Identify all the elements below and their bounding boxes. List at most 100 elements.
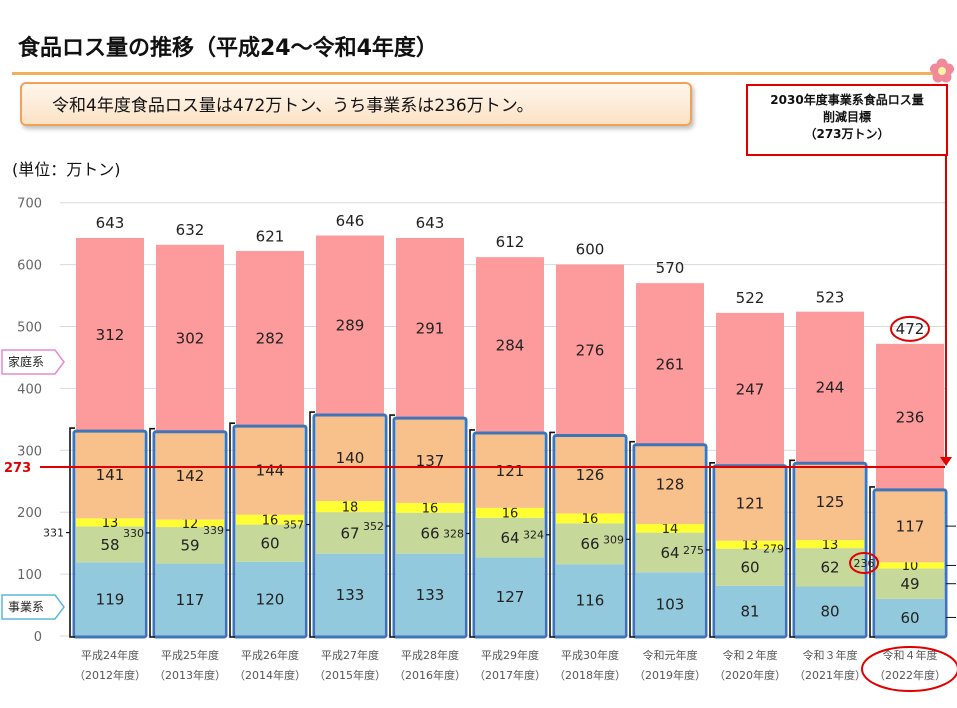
bar-segment-manufacturing xyxy=(476,557,544,636)
x-tick-label-year: （2012年度） xyxy=(74,668,146,682)
data-label-wholesale: 64 xyxy=(660,544,679,562)
x-tick-label: 令和３年度 xyxy=(803,648,858,662)
data-label-manufacturing: 80 xyxy=(820,603,839,621)
business-total-label: 339 xyxy=(203,524,224,537)
business-outline xyxy=(232,424,308,639)
data-label-manufacturing: 119 xyxy=(96,591,125,609)
bar-segment-household xyxy=(716,312,784,466)
data-label-wholesale: 66 xyxy=(420,525,439,543)
bar-segment-retail xyxy=(716,540,784,549)
business-total-label: 324 xyxy=(523,529,544,542)
business-total-label: 330 xyxy=(123,527,144,540)
data-label-service: 121 xyxy=(736,495,765,513)
data-label-wholesale: 62 xyxy=(820,559,839,577)
data-label-service: 117 xyxy=(896,518,925,536)
data-label-manufacturing: 103 xyxy=(656,596,685,614)
bar-segment-manufacturing xyxy=(636,572,704,636)
bar-segment-service xyxy=(476,432,544,508)
total-label: 522 xyxy=(736,289,765,307)
bar-segment-wholesale xyxy=(636,532,704,573)
x-tick-label: 平成29年度 xyxy=(481,648,539,662)
bar-segment-retail xyxy=(796,540,864,549)
data-label-retail: 10 xyxy=(902,559,919,574)
bar-segment-service xyxy=(796,462,864,541)
bar-segment-wholesale xyxy=(556,523,624,565)
total-label: 523 xyxy=(816,288,845,306)
business-total-label: 352 xyxy=(363,520,384,533)
data-label-wholesale: 58 xyxy=(100,536,119,554)
flower-logo-icon xyxy=(930,58,954,83)
bar-segment-household xyxy=(796,311,864,463)
bar-segment-retail xyxy=(636,523,704,533)
data-label-retail: 18 xyxy=(342,500,359,515)
business-total-label: 357 xyxy=(283,519,304,532)
unit-label: (単位：万トン) xyxy=(12,160,121,179)
data-label-household: 302 xyxy=(176,330,205,348)
bar-segment-manufacturing xyxy=(796,586,864,636)
data-label-manufacturing: 81 xyxy=(740,602,759,620)
x-tick-label-year: （2019年度） xyxy=(634,668,706,682)
target-box-line1: 2030年度事業系食品ロス量 xyxy=(770,93,924,107)
bar-segment-wholesale xyxy=(476,517,544,558)
household-group-tag-label: 家庭系 xyxy=(8,354,44,369)
bar-segment-wholesale xyxy=(156,527,224,564)
data-label-retail: 16 xyxy=(422,502,439,517)
bar-segment-retail xyxy=(316,501,384,513)
total-label: 612 xyxy=(496,233,525,251)
bar-segment-wholesale xyxy=(236,524,304,562)
bar-segment-wholesale xyxy=(316,512,384,554)
data-label-manufacturing: 117 xyxy=(176,591,205,609)
business-outline xyxy=(712,464,788,639)
bar-segment-manufacturing xyxy=(876,598,944,636)
x-tick-label-year: （2021年度） xyxy=(794,668,866,682)
data-label-household: 289 xyxy=(336,316,365,334)
data-label-retail: 12 xyxy=(182,517,199,532)
bar-segment-service xyxy=(876,489,944,563)
bar-segment-service xyxy=(156,431,224,520)
data-label-household: 312 xyxy=(96,326,125,344)
bar-segment-wholesale xyxy=(716,548,784,586)
data-label-household: 261 xyxy=(656,355,685,373)
x-tick-label-year: （2020年度） xyxy=(714,668,786,682)
data-label-manufacturing: 60 xyxy=(900,609,919,627)
business-total-highlight-circle xyxy=(849,551,879,574)
business-group-tag-label: 事業系 xyxy=(8,600,44,614)
bar-segment-retail xyxy=(76,518,144,527)
total-label: 472 xyxy=(896,320,925,338)
business-total-label: 328 xyxy=(443,527,464,540)
bar-segment-wholesale xyxy=(796,548,864,587)
bar-segment-service xyxy=(636,444,704,524)
data-label-service: 142 xyxy=(176,467,205,485)
bar-segment-wholesale xyxy=(76,526,144,563)
data-label-retail: 13 xyxy=(742,538,759,553)
data-label-manufacturing: 127 xyxy=(496,588,525,606)
target-box-line2: 削減目標 xyxy=(822,110,871,124)
target-line-label: 273 xyxy=(4,461,31,476)
y-tick-label: 200 xyxy=(17,506,42,521)
data-label-manufacturing: 133 xyxy=(416,586,445,604)
data-label-manufacturing: 116 xyxy=(576,591,605,609)
summary-banner: 令和4年度食品ロス量は472万トン、うち事業系は236万トン。 xyxy=(20,82,692,126)
x-tick-label-year: （2018年度） xyxy=(554,668,626,682)
total-label: 643 xyxy=(96,214,125,232)
data-label-wholesale: 64 xyxy=(500,529,519,547)
data-label-service: 128 xyxy=(656,476,685,494)
business-total-label: 331 xyxy=(43,527,64,540)
data-label-wholesale: 60 xyxy=(740,559,759,577)
x-tick-label: 平成25年度 xyxy=(161,648,219,662)
data-label-wholesale: 67 xyxy=(340,524,359,542)
bar-segment-service xyxy=(396,418,464,503)
bar-segment-retail xyxy=(156,519,224,528)
x-tick-label-year: （2016年度） xyxy=(394,668,466,682)
title-underline xyxy=(12,72,945,75)
bar-segment-manufacturing xyxy=(156,563,224,636)
x-tick-label: 令和元年度 xyxy=(643,648,698,662)
bar-segment-wholesale xyxy=(876,568,944,599)
business-outline xyxy=(552,433,628,639)
x-tick-label-year: （2014年度） xyxy=(234,668,306,682)
data-label-household: 291 xyxy=(416,319,445,337)
bar-segment-retail xyxy=(396,502,464,513)
data-label-service: 144 xyxy=(256,462,285,480)
bar-segment-manufacturing xyxy=(76,562,144,636)
x-tick-label-year: （2017年度） xyxy=(474,668,546,682)
